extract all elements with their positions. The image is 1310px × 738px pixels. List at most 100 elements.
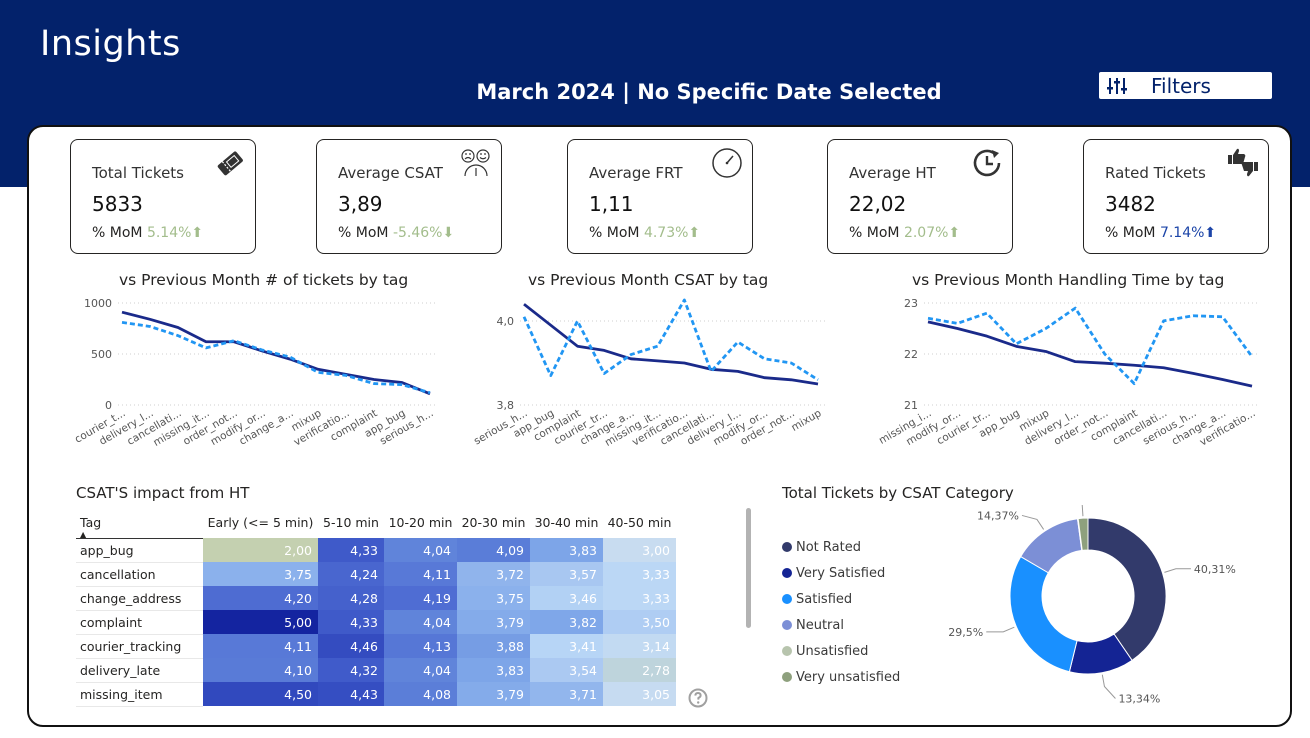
legend-item[interactable]: Very Satisfied (782, 560, 900, 586)
current-month-line (121, 310, 431, 396)
table-row[interactable]: delivery_late 4,10 4,32 4,04 3,83 3,54 2,78 (76, 658, 676, 683)
sort-asc-icon[interactable]: ▲ (80, 530, 87, 539)
heatmap-cell[interactable]: 3,33 (603, 586, 676, 610)
kpi-average-frt[interactable]: Average FRT 1,11 % MoM 4.73%⬆ (567, 139, 753, 254)
leader-line (1081, 505, 1084, 517)
heatmap-cell[interactable]: 4,33 (318, 610, 384, 634)
previous-month-line (522, 298, 819, 381)
heatmap-cell[interactable]: 3,50 (603, 610, 676, 634)
legend-label: Unsatisfied (796, 643, 869, 659)
handling-time-by-tag-chart[interactable]: 212223missing_i...modify_or...courier_tr… (860, 290, 1280, 460)
page-title: Insights (40, 24, 181, 64)
kpi-rated-tickets[interactable]: Rated Tickets 3482 % MoM 7.14%⬆ (1083, 139, 1269, 254)
kpi-total-tickets[interactable]: Total Tickets 5833 % MoM 5.14%⬆ (70, 139, 256, 254)
donut-slice[interactable] (1077, 517, 1089, 551)
column-header[interactable]: 20-30 min (461, 515, 526, 530)
heatmap-cell[interactable]: 4,13 (384, 634, 457, 658)
legend-label: Neutral (796, 617, 844, 633)
heatmap-cell[interactable]: 4,43 (318, 682, 384, 706)
heatmap-cell[interactable]: 3,75 (203, 562, 318, 586)
legend-item[interactable]: Not Rated (782, 534, 900, 560)
kpi-average-ht[interactable]: Average HT 22,02 % MoM 2.07%⬆ (827, 139, 1013, 254)
column-header[interactable]: 10-20 min (388, 515, 453, 530)
table-row[interactable]: app_bug 2,00 4,33 4,04 4,09 3,83 3,00 (76, 538, 676, 563)
kpi-mom: % MoM -5.46%⬇ (338, 225, 454, 241)
column-header[interactable]: 30-40 min (534, 515, 599, 530)
heatmap-cell[interactable]: 4,33 (318, 538, 384, 562)
column-header-tag[interactable]: Tag ▲ (76, 507, 203, 539)
heatmap-cell[interactable]: 4,10 (203, 658, 318, 682)
tickets-by-tag-chart[interactable]: 05001000courier_t...delivery_l...cancell… (60, 290, 450, 460)
kpi-mom-value: 4.73%⬆ (643, 225, 701, 241)
donut-slice[interactable] (1087, 517, 1167, 662)
heatmap-cell[interactable]: 3,46 (530, 586, 603, 610)
heatmap-cell[interactable]: 4,08 (384, 682, 457, 706)
heatmap-cell[interactable]: 3,41 (530, 634, 603, 658)
table-row[interactable]: change_address 4,20 4,28 4,19 3,75 3,46 3,33 (76, 586, 676, 611)
heatmap-cell[interactable]: 4,28 (318, 586, 384, 610)
table-row[interactable]: complaint 5,00 4,33 4,04 3,79 3,82 3,50 (76, 610, 676, 635)
legend-item[interactable]: Neutral (782, 612, 900, 638)
heatmap-cell[interactable]: 4,11 (203, 634, 318, 658)
heatmap-cell[interactable]: 3,79 (457, 610, 530, 634)
heatmap-cell[interactable]: 4,04 (384, 610, 457, 634)
legend-label: Satisfied (796, 591, 853, 607)
heatmap-cell[interactable]: 3,88 (457, 634, 530, 658)
heatmap-cell[interactable]: 3,83 (530, 538, 603, 562)
legend-item[interactable]: Unsatisfied (782, 638, 900, 664)
heatmap-cell[interactable]: 4,50 (203, 682, 318, 706)
heatmap-cell[interactable]: 4,19 (384, 586, 457, 610)
csat-ht-matrix[interactable]: Tag ▲ Early (<= 5 min) 5-10 min 10-20 min… (76, 507, 676, 707)
heatmap-cell[interactable]: 3,05 (603, 682, 676, 706)
heatmap-cell[interactable]: 3,14 (603, 634, 676, 658)
heatmap-cell[interactable]: 4,24 (318, 562, 384, 586)
kpi-mom-value: 2.07%⬆ (903, 225, 961, 241)
heatmap-cell[interactable]: 2,00 (203, 538, 318, 562)
help-icon[interactable] (688, 688, 708, 708)
table-row[interactable]: cancellation 3,75 4,24 4,11 3,72 3,57 3,33 (76, 562, 676, 587)
filters-button[interactable]: Filters (1099, 72, 1272, 99)
column-header[interactable]: 40-50 min (607, 515, 672, 530)
legend-item[interactable]: Satisfied (782, 586, 900, 612)
heatmap-cell[interactable]: 4,32 (318, 658, 384, 682)
heatmap-cell[interactable]: 4,04 (384, 658, 457, 682)
heatmap-cell[interactable]: 3,72 (457, 562, 530, 586)
y-tick-label: 0 (105, 399, 112, 412)
heatmap-cell[interactable]: 3,54 (530, 658, 603, 682)
heatmap-cell[interactable]: 4,20 (203, 586, 318, 610)
table-row[interactable]: courier_tracking 4,11 4,46 4,13 3,88 3,41 3,14 (76, 634, 676, 659)
legend-swatch (782, 646, 792, 656)
csat-by-tag-chart[interactable]: 3,84,0serious_h...app_bugcomplaintcourie… (460, 290, 830, 460)
heatmap-cell[interactable]: 3,82 (530, 610, 603, 634)
csat-category-donut[interactable]: 40,31%13,34%29,5%14,37%2,01% (940, 505, 1260, 710)
heatmap-cell[interactable]: 2,78 (603, 658, 676, 682)
scrollbar-thumb[interactable] (746, 508, 751, 628)
table-row[interactable]: missing_item 4,50 4,43 4,08 3,79 3,71 3,05 (76, 682, 676, 707)
data-label: 13,34% (1118, 693, 1160, 706)
heatmap-cell[interactable]: 3,83 (457, 658, 530, 682)
heatmap-cell[interactable]: 3,75 (457, 586, 530, 610)
heatmap-cell[interactable]: 3,71 (530, 682, 603, 706)
heatmap-cell[interactable]: 3,33 (603, 562, 676, 586)
heatmap-cell[interactable]: 4,04 (384, 538, 457, 562)
column-header[interactable]: 5-10 min (323, 515, 379, 530)
heatmap-cell[interactable]: 4,11 (384, 562, 457, 586)
donut-slice[interactable] (1009, 555, 1078, 673)
chart-title-csat: vs Previous Month CSAT by tag (528, 271, 769, 289)
clock-rotate-icon (973, 149, 1001, 177)
heatmap-cell[interactable]: 5,00 (203, 610, 318, 634)
kpi-average-csat[interactable]: Average CSAT 3,89 % MoM -5.46%⬇ (316, 139, 502, 254)
column-header[interactable]: Early (<= 5 min) (207, 515, 314, 530)
legend-item[interactable]: Very unsatisfied (782, 664, 900, 690)
heatmap-cell[interactable]: 3,79 (457, 682, 530, 706)
y-tick-label: 21 (904, 399, 918, 412)
kpi-mom-value: 7.14%⬆ (1159, 225, 1217, 241)
heatmap-cell[interactable]: 3,57 (530, 562, 603, 586)
leader-line (986, 626, 1015, 633)
date-title: March 2024 | No Specific Date Selected (476, 80, 942, 104)
heatmap-cell[interactable]: 4,09 (457, 538, 530, 562)
heatmap-cell[interactable]: 3,00 (603, 538, 676, 562)
satisfaction-gauge-icon (461, 149, 490, 177)
heatmap-cell[interactable]: 4,46 (318, 634, 384, 658)
row-tag-cell: app_bug (76, 538, 203, 563)
